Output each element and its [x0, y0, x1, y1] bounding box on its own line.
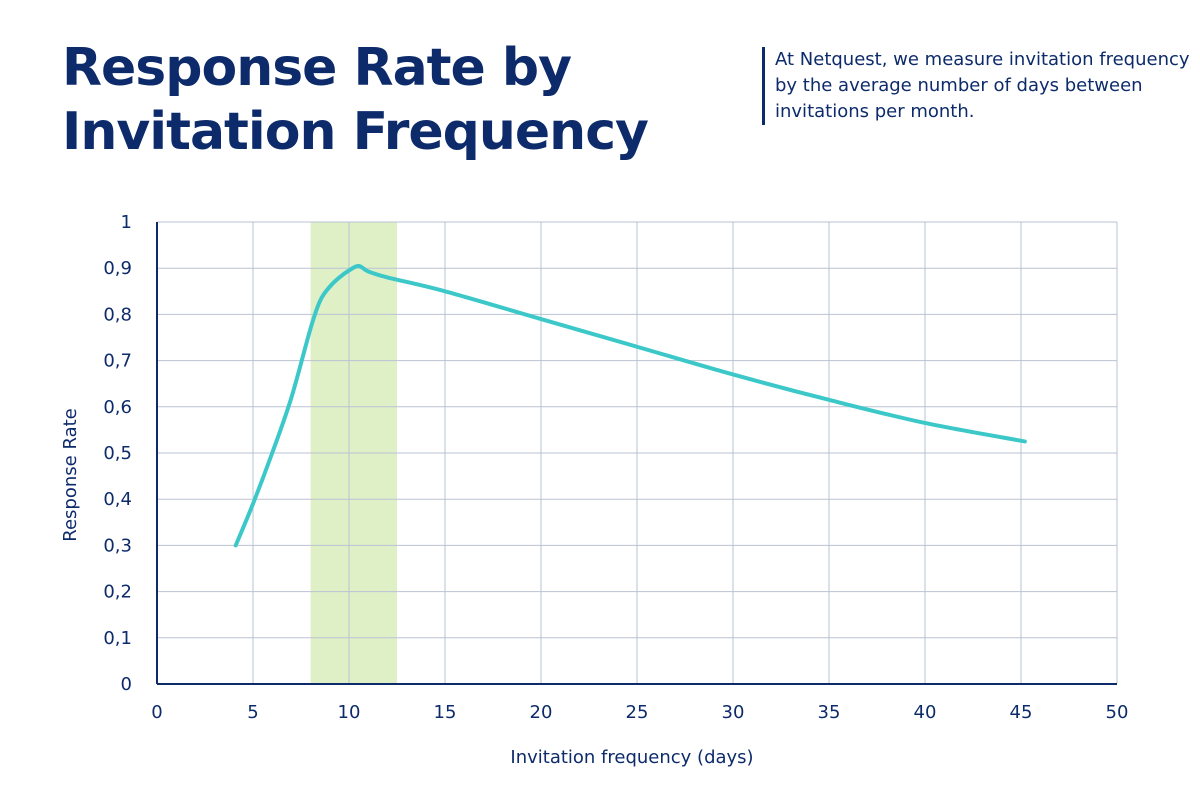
series-line: [233, 263, 1027, 548]
x-tick-label: 40: [914, 702, 937, 723]
x-tick-label: 45: [1010, 702, 1033, 723]
x-tick-label: 50: [1106, 702, 1129, 723]
series-layer: [233, 263, 1027, 548]
x-tick-label: 15: [434, 702, 457, 723]
y-tick-label: 0,9: [103, 258, 132, 279]
y-tick-label: 0,3: [103, 535, 132, 556]
y-tick-label: 0,1: [103, 628, 132, 649]
tick-label-layer: 0 5 10 15 20 25 30 35 40 45 50 0 0,1 0,2 0,3 0,4 0,5 0,6 0…: [103, 212, 1128, 723]
y-tick-label: 0: [121, 674, 132, 695]
x-tick-label: 30: [722, 702, 745, 723]
y-tick-label: 0,6: [103, 397, 132, 418]
x-tick-label: 25: [626, 702, 649, 723]
y-axis-label: Response Rate: [60, 408, 81, 541]
x-axis-label: Invitation frequency (days): [510, 747, 753, 768]
x-tick-label: 0: [151, 702, 162, 723]
x-tick-label: 5: [247, 702, 258, 723]
x-tick-label: 10: [338, 702, 361, 723]
x-tick-label: 20: [530, 702, 553, 723]
note-text: At Netquest, we measure invitation frequ…: [775, 49, 1190, 122]
chart-title: Response Rate by Invitation Frequency: [62, 38, 649, 162]
y-tick-label: 0,8: [103, 304, 132, 325]
axes-layer: [156, 222, 1117, 685]
y-tick-label: 0,4: [103, 489, 132, 510]
x-tick-label: 35: [818, 702, 841, 723]
y-tick-label: 0,7: [103, 351, 132, 372]
y-tick-label: 0,2: [103, 582, 132, 603]
y-tick-label: 1: [121, 212, 132, 233]
y-tick-label: 0,5: [103, 443, 132, 464]
note-callout: At Netquest, we measure invitation frequ…: [762, 47, 1195, 125]
grid-layer: [157, 221, 1118, 684]
